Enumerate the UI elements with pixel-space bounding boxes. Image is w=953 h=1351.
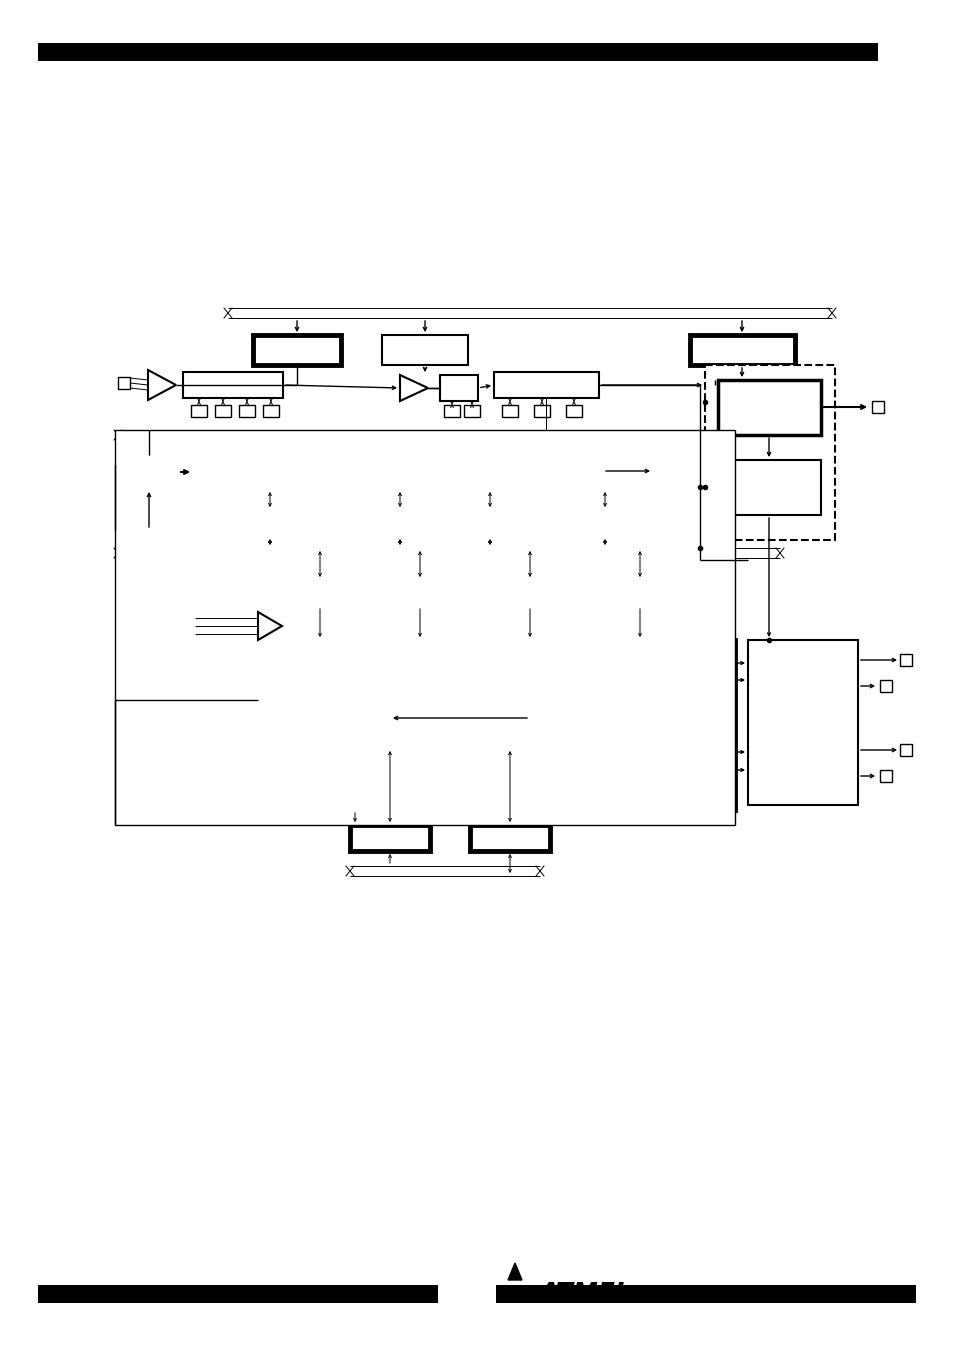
Bar <box>450 509 530 536</box>
Bar <box>534 405 550 417</box>
Bar <box>879 680 891 692</box>
Bar <box>439 376 477 401</box>
Bar <box>253 335 340 365</box>
Bar <box>499 1298 649 1302</box>
Bar <box>359 509 439 536</box>
Bar <box>490 580 569 607</box>
Bar <box>689 335 794 365</box>
Bar <box>463 405 479 417</box>
Bar <box>350 698 569 738</box>
Bar <box>263 405 278 417</box>
Bar <box>230 509 310 536</box>
Text: ATMEL: ATMEL <box>539 1281 631 1305</box>
Bar <box>879 770 891 782</box>
Bar <box>718 380 821 435</box>
Bar <box>191 405 207 417</box>
Bar <box>496 1285 915 1302</box>
Bar <box>453 457 652 485</box>
Bar <box>599 580 679 607</box>
Bar <box>120 455 178 489</box>
Bar <box>280 580 359 607</box>
Bar <box>379 580 459 607</box>
Bar <box>565 405 581 417</box>
Bar <box>38 43 877 61</box>
Bar <box>294 640 734 811</box>
Bar <box>381 335 468 365</box>
Bar <box>747 640 857 805</box>
Bar <box>239 405 254 417</box>
Bar <box>494 372 598 399</box>
Bar <box>470 825 550 851</box>
Bar <box>350 825 430 851</box>
Bar <box>501 405 517 417</box>
Bar <box>899 654 911 666</box>
Polygon shape <box>507 1263 521 1279</box>
Bar <box>704 365 834 540</box>
Bar <box>118 377 130 389</box>
Bar <box>871 401 883 413</box>
Bar <box>183 372 283 399</box>
Bar <box>214 405 231 417</box>
Bar <box>193 453 662 489</box>
Bar <box>115 430 734 825</box>
Bar <box>339 688 579 748</box>
Bar <box>718 459 821 515</box>
Bar <box>443 405 459 417</box>
Bar <box>899 744 911 757</box>
Bar <box>564 509 644 536</box>
Bar <box>38 1285 437 1302</box>
